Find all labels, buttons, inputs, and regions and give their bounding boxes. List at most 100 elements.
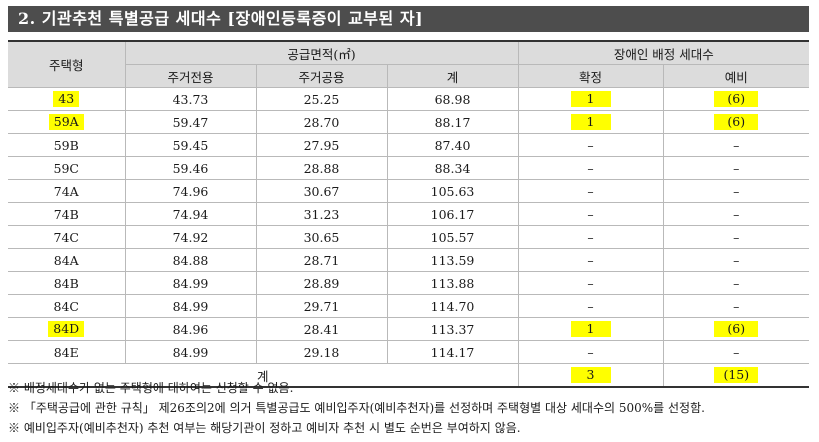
table-row: 84E 84.99 29.18 114.17 – – — [8, 340, 810, 364]
row-total-area-cell: 114.17 — [386, 340, 519, 364]
row-total-area-cell: 106.17 — [386, 202, 519, 226]
row-confirmed-count: – — [587, 137, 594, 153]
row-common-area-cell: 29.18 — [255, 340, 388, 364]
row-common-area: 30.67 — [303, 183, 340, 199]
row-common-area-cell: 28.88 — [255, 156, 388, 180]
row-type: 59B — [53, 137, 79, 153]
row-type: 59A — [48, 114, 84, 130]
row-type-cell: 59C — [8, 156, 126, 180]
row-exclusive-area-cell: 74.96 — [124, 179, 257, 203]
row-reserve-count: – — [733, 298, 740, 314]
row-total-area: 105.63 — [430, 183, 475, 199]
row-type: 43 — [53, 91, 80, 107]
row-reserve-count: – — [733, 183, 740, 199]
row-type-cell: 74A — [8, 179, 126, 203]
row-confirmed-count-cell: 1 — [517, 110, 664, 134]
row-common-area-cell: 29.71 — [255, 294, 388, 318]
row-type-cell: 84B — [8, 271, 126, 295]
total-confirmed: 3 — [570, 367, 611, 383]
row-type: 59C — [53, 160, 79, 176]
row-confirmed-count: – — [587, 160, 594, 176]
row-type: 74A — [53, 183, 79, 199]
row-common-area-cell: 28.70 — [255, 110, 388, 134]
table-row: 74A 74.96 30.67 105.63 – – — [8, 179, 810, 203]
row-total-area: 113.37 — [430, 321, 475, 337]
row-common-area-cell: 28.41 — [255, 317, 388, 341]
row-confirmed-count-cell: – — [517, 202, 664, 226]
row-type-cell: 59B — [8, 133, 126, 157]
total-label: 계 — [8, 363, 519, 388]
row-type-cell: 84A — [8, 248, 126, 272]
row-exclusive-area-cell: 84.99 — [124, 294, 257, 318]
row-reserve-count-cell: – — [662, 248, 810, 272]
table-row: 59B 59.45 27.95 87.40 – – — [8, 133, 810, 157]
row-confirmed-count-cell: – — [517, 179, 664, 203]
row-reserve-count-cell: – — [662, 156, 810, 180]
row-total-area: 105.57 — [430, 229, 475, 245]
row-common-area-cell: 27.95 — [255, 133, 388, 157]
total-row: 계 3 (15) — [8, 363, 810, 388]
row-common-area: 28.41 — [303, 321, 340, 337]
total-confirmed-cell: 3 — [517, 363, 664, 388]
row-confirmed-count: 1 — [570, 321, 611, 337]
row-reserve-count-cell: – — [662, 294, 810, 318]
header-reserve: 예비 — [662, 64, 810, 88]
row-total-area-cell: 113.59 — [386, 248, 519, 272]
row-common-area-cell: 28.71 — [255, 248, 388, 272]
row-total-area-cell: 68.98 — [386, 87, 519, 111]
row-exclusive-area: 74.92 — [172, 229, 209, 245]
row-common-area: 25.25 — [303, 91, 340, 107]
row-confirmed-count: – — [587, 252, 594, 268]
row-reserve-count: – — [733, 275, 740, 291]
header-confirmed: 확정 — [517, 64, 664, 88]
table-row: 84A 84.88 28.71 113.59 – – — [8, 248, 810, 272]
table-row: 84D 84.96 28.41 113.37 1 (6) — [8, 317, 810, 341]
row-exclusive-area-cell: 74.92 — [124, 225, 257, 249]
row-total-area: 68.98 — [434, 91, 471, 107]
row-common-area: 29.71 — [303, 298, 340, 314]
row-exclusive-area: 43.73 — [172, 91, 209, 107]
row-reserve-count-cell: (6) — [662, 317, 810, 341]
row-exclusive-area: 84.96 — [172, 321, 209, 337]
row-exclusive-area-cell: 59.47 — [124, 110, 257, 134]
row-reserve-count: (6) — [714, 91, 759, 107]
header-type: 주택형 — [8, 40, 126, 88]
row-confirmed-count-cell: 1 — [517, 317, 664, 341]
row-reserve-count: – — [733, 344, 740, 360]
row-total-area-cell: 87.40 — [386, 133, 519, 157]
row-type: 84B — [53, 275, 79, 291]
row-exclusive-area: 59.45 — [172, 137, 209, 153]
row-reserve-count: – — [733, 229, 740, 245]
row-common-area-cell: 30.67 — [255, 179, 388, 203]
row-total-area: 88.17 — [434, 114, 471, 130]
row-reserve-count-cell: – — [662, 340, 810, 364]
row-exclusive-area: 84.99 — [172, 298, 209, 314]
row-total-area: 114.17 — [430, 344, 475, 360]
row-reserve-count: – — [733, 160, 740, 176]
row-reserve-count-cell: – — [662, 202, 810, 226]
row-type-cell: 84D — [8, 317, 126, 341]
row-exclusive-area: 84.88 — [172, 252, 209, 268]
row-type: 84E — [53, 344, 79, 360]
row-common-area: 30.65 — [303, 229, 340, 245]
row-confirmed-count-cell: – — [517, 156, 664, 180]
row-exclusive-area-cell: 84.88 — [124, 248, 257, 272]
total-reserve: (15) — [714, 367, 759, 383]
row-confirmed-count: – — [587, 344, 594, 360]
row-confirmed-count: 1 — [570, 114, 611, 130]
row-reserve-count-cell: – — [662, 225, 810, 249]
header-exclusive: 주거전용 — [125, 64, 257, 88]
row-common-area-cell: 28.89 — [255, 271, 388, 295]
row-confirmed-count: – — [587, 275, 594, 291]
row-exclusive-area-cell: 43.73 — [124, 87, 257, 111]
row-confirmed-count-cell: 1 — [517, 87, 664, 111]
row-type-cell: 84C — [8, 294, 126, 318]
row-reserve-count-cell: – — [662, 271, 810, 295]
row-total-area: 106.17 — [430, 206, 475, 222]
row-common-area: 31.23 — [303, 206, 340, 222]
row-confirmed-count: – — [587, 183, 594, 199]
row-confirmed-count: – — [587, 206, 594, 222]
row-total-area: 88.34 — [434, 160, 471, 176]
row-type: 74B — [53, 206, 79, 222]
row-confirmed-count: 1 — [570, 91, 611, 107]
